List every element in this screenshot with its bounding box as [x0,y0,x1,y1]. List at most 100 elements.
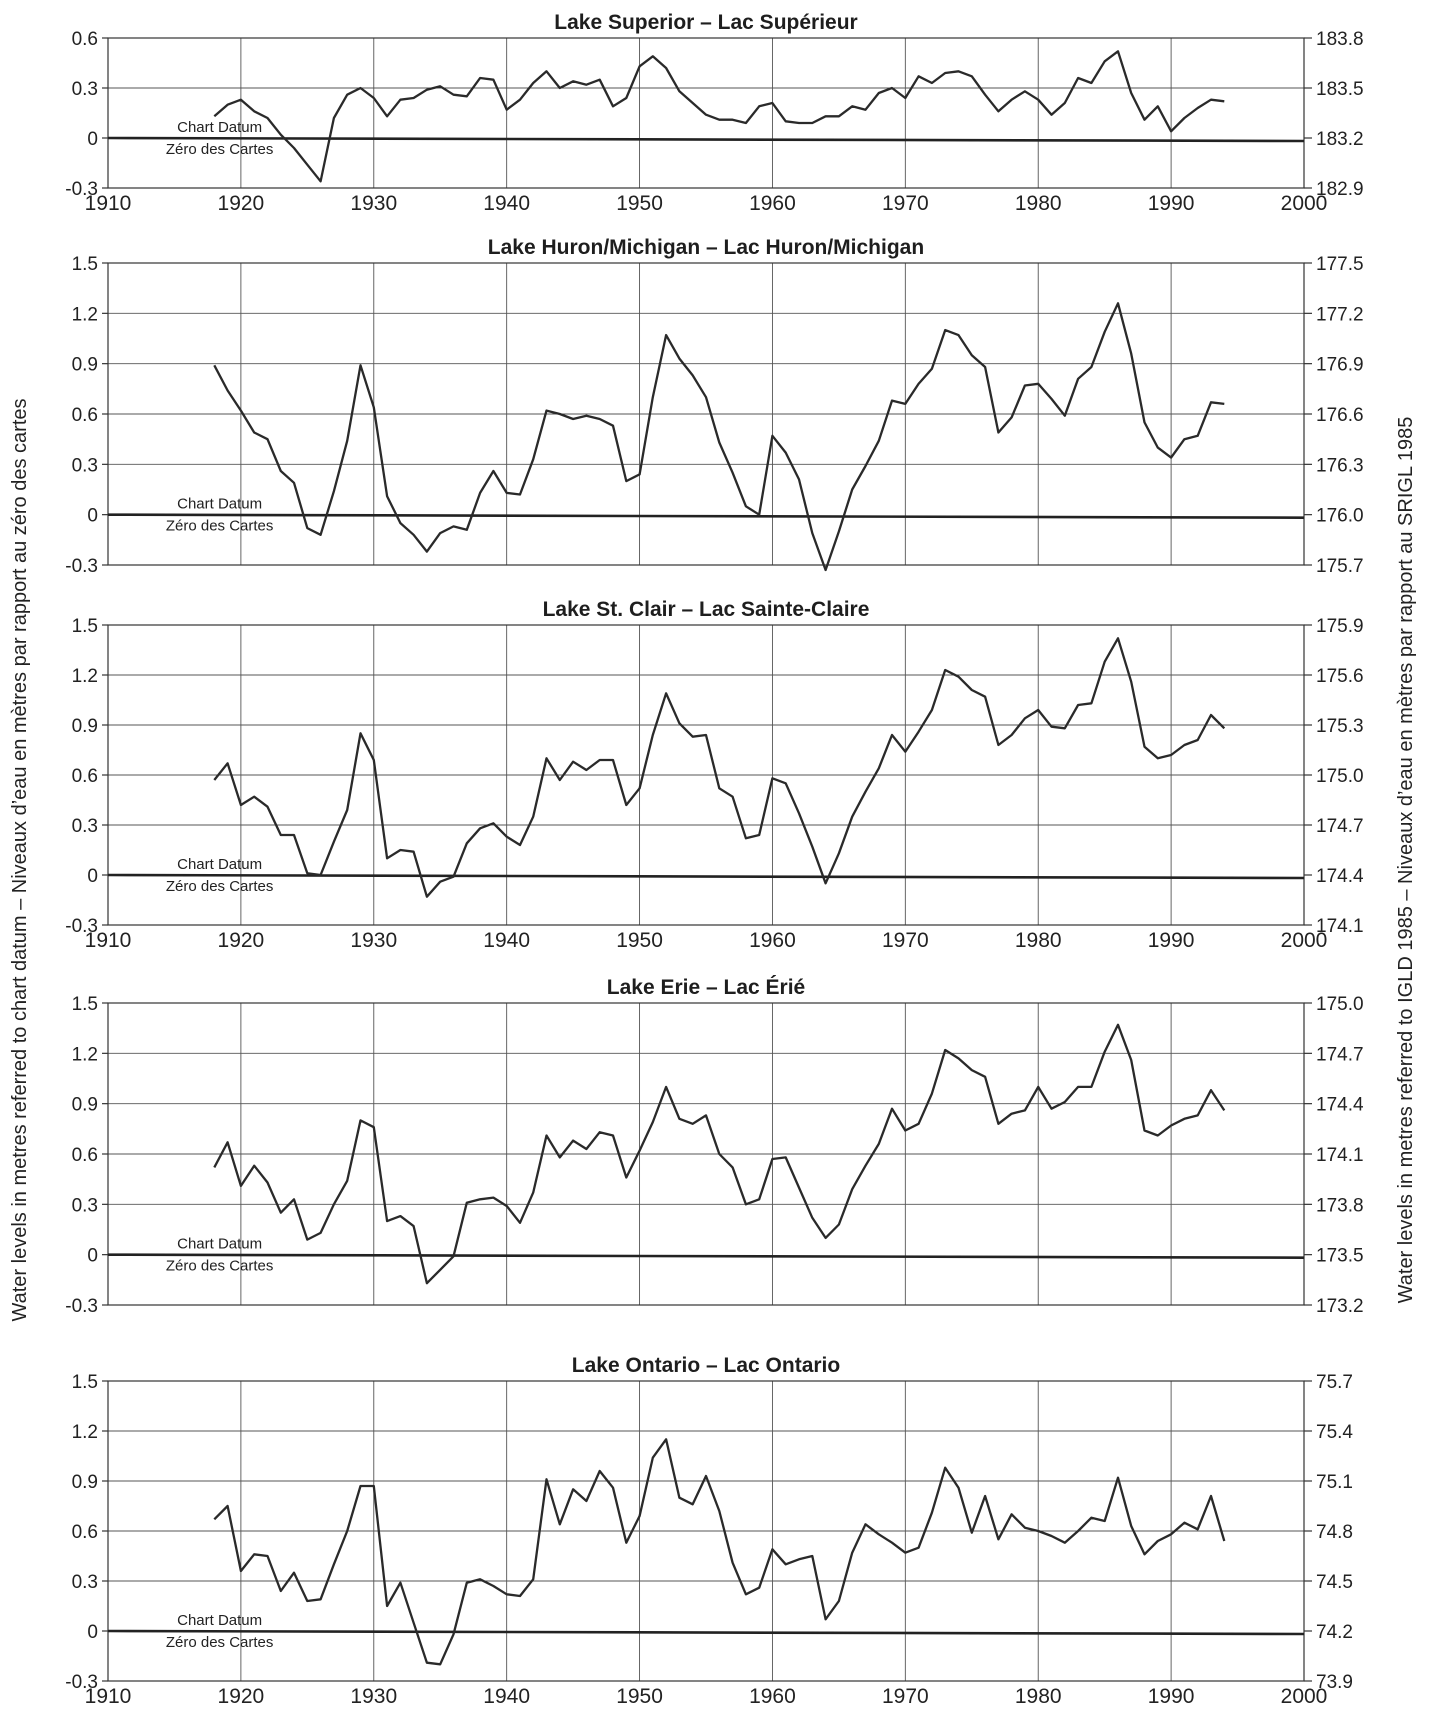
x-tick-label: 2000 [1281,192,1328,215]
y-tick-label: 0.9 [72,1472,98,1493]
chart-datum-line [107,136,1305,143]
x-tick-label: 1990 [1148,1685,1195,1708]
left-axis-label: Water levels in metres referred to chart… [9,398,31,1321]
y2-tick-label: 183.8 [1316,29,1364,50]
y2-tick-label: 73.9 [1316,1672,1353,1693]
x-tick-label: 1910 [85,929,132,952]
chart-datum-label: Chart Datum [177,856,262,873]
zero-des-cartes-label: Zéro des Cartes [166,1634,274,1651]
y2-tick-label: 174.1 [1316,916,1364,937]
x-tick-label: 1920 [218,929,265,952]
y2-tick-label: 174.7 [1316,816,1364,837]
y-tick-label: 0.6 [72,1145,98,1166]
water-level-series-line [213,50,1225,183]
x-tick-label: 1910 [85,192,132,215]
y-tick-label: 0 [87,1246,98,1267]
y-tick-label: 0.3 [72,1195,98,1216]
y-tick-label: 1.2 [72,304,98,325]
y2-tick-label: 182.9 [1316,179,1364,200]
x-tick-label: 1960 [749,929,796,952]
y2-tick-label: 75.1 [1316,1472,1353,1493]
y-tick-label: 1.5 [72,1372,98,1393]
chart-datum-label: Chart Datum [177,119,262,136]
x-tick-label: 1950 [616,192,663,215]
x-tick-label: 1940 [483,929,530,952]
zero-des-cartes-label: Zéro des Cartes [166,1258,274,1275]
right-axis-label: Water levels in metres referred to IGLD … [1395,417,1417,1304]
chart-title: Lake St. Clair – Lac Sainte-Claire [543,598,870,621]
x-tick-label: 1990 [1148,192,1195,215]
x-tick-label: 1940 [483,192,530,215]
y-tick-label: 0.3 [72,816,98,837]
x-tick-label: 1980 [1015,192,1062,215]
y2-tick-label: 176.6 [1316,405,1364,426]
chart-datum-line [107,1253,1305,1259]
y2-tick-label: 183.5 [1316,79,1364,100]
y-tick-label: 0.3 [72,1572,98,1593]
chart-panel-1: Lake Superior – Lac Supérieur -0.3 0 0.3 0.6… [65,11,1363,215]
y-tick-label: 0.3 [72,79,98,100]
y-tick-label: 0.6 [72,29,98,50]
chart-title: Lake Erie – Lac Érié [607,976,805,999]
y-tick-label: -0.3 [65,179,98,200]
y-tick-label: 0.3 [72,455,98,476]
x-tick-label: 1930 [350,929,397,952]
y2-tick-label: 173.5 [1316,1246,1364,1267]
x-tick-label: 1960 [749,1685,796,1708]
x-tick-label: 1970 [882,1685,929,1708]
chart-title: Lake Superior – Lac Supérieur [554,11,857,34]
y-tick-label: -0.3 [65,1672,98,1693]
y-tick-label: 1.2 [72,1044,98,1065]
x-tick-label: 2000 [1281,929,1328,952]
y-tick-label: 1.5 [72,994,98,1015]
y2-tick-label: 175.3 [1316,716,1364,737]
y2-tick-label: 174.1 [1316,1145,1364,1166]
y2-tick-label: 183.2 [1316,129,1364,150]
y-tick-label: 0.9 [72,355,98,376]
y2-tick-label: 173.2 [1316,1296,1364,1317]
y-tick-label: 1.2 [72,1422,98,1443]
y2-tick-label: 175.0 [1316,994,1364,1015]
x-tick-label: 1920 [218,1685,265,1708]
y2-tick-label: 74.5 [1316,1572,1353,1593]
x-tick-label: 1980 [1015,929,1062,952]
y-tick-label: 1.5 [72,616,98,637]
y2-tick-label: 75.4 [1316,1422,1353,1443]
water-level-series-line [213,1023,1226,1285]
x-tick-label: 1940 [483,1685,530,1708]
y-tick-label: 0 [87,506,98,527]
y2-tick-label: 174.7 [1316,1044,1364,1065]
y2-tick-label: 175.7 [1316,556,1364,577]
chart-datum-line [107,873,1305,880]
y-tick-label: 0 [87,129,98,150]
chart-panel-2: Lake Huron/Michigan – Lac Huron/Michigan… [65,236,1363,577]
chart-panel-5: Lake Ontario – Lac Ontario -0.3 0 0.3 0.6 0.9… [65,1354,1353,1708]
y-tick-label: 0.6 [72,1522,98,1543]
x-tick-label: 1970 [882,929,929,952]
y2-tick-label: 74.2 [1316,1622,1353,1643]
y2-tick-label: 176.0 [1316,506,1364,527]
chart-panel-4: Lake Erie – Lac Érié -0.3 0 0.3 0.6 0.9 1.2 1.5… [65,976,1364,1317]
x-tick-label: 2000 [1281,1685,1328,1708]
y2-tick-label: 177.2 [1316,304,1364,325]
x-tick-label: 1920 [218,192,265,215]
y-tick-label: 0.6 [72,766,98,787]
chart-title: Lake Huron/Michigan – Lac Huron/Michigan [488,236,924,259]
x-tick-label: 1950 [616,929,663,952]
chart-panel-3: Lake St. Clair – Lac Sainte-Claire -0.3 0 0… [65,598,1364,952]
y-tick-label: 0.9 [72,1095,98,1116]
x-tick-label: 1990 [1148,929,1195,952]
y-tick-label: -0.3 [65,1296,98,1317]
y2-tick-label: 75.7 [1316,1372,1353,1393]
x-tick-label: 1930 [350,192,397,215]
y2-tick-label: 74.8 [1316,1522,1353,1543]
y2-tick-label: 174.4 [1316,1095,1364,1116]
water-level-series-line [213,302,1225,572]
chart-datum-label: Chart Datum [177,1612,262,1629]
y2-tick-label: 175.6 [1316,666,1364,687]
zero-des-cartes-label: Zéro des Cartes [166,141,274,158]
y-tick-label: 0 [87,1622,98,1643]
x-tick-label: 1910 [85,1685,132,1708]
y2-tick-label: 177.5 [1316,254,1364,275]
x-tick-label: 1950 [616,1685,663,1708]
